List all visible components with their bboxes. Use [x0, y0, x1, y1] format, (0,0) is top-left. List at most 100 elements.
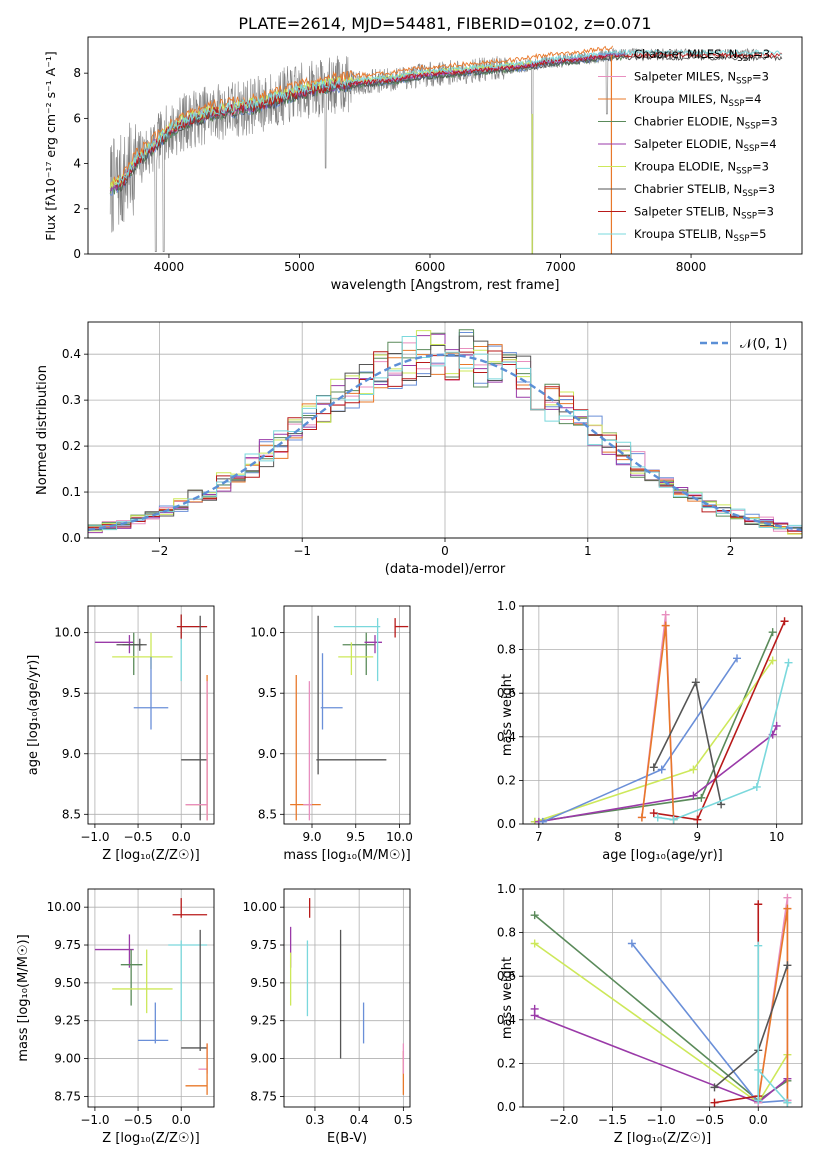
axes-root: 4000 5000 6000 7000 8000 0 2 4 6 8 wavelength [Ang…: [16, 36, 803, 1146]
x-tick-label: 6000: [415, 260, 446, 274]
x-tick-label: 9.5: [346, 830, 365, 844]
x-axis-label: mass [log₁₀(M/M☉)]: [283, 848, 410, 863]
y-tick-label: 0.2: [62, 439, 81, 453]
x-tick-label: 2: [727, 544, 735, 558]
y-tick-label: 9.25: [54, 1014, 81, 1028]
legend: 𝒩(0, 1): [700, 337, 787, 352]
legend-entry-text: Salpeter MILES, N: [634, 70, 736, 84]
legend-entry-text: Chabrier MILES, N: [634, 47, 737, 61]
y-tick-label: 8.5: [258, 807, 277, 821]
model-spectrum-kroupa-stelib: [116, 48, 783, 187]
plot-area: [94, 898, 208, 1095]
y-tick-label: 0.0: [497, 1100, 516, 1114]
data-point-salpeter-elodie: [94, 934, 134, 968]
weight-line-kroupa-stelib: [757, 945, 789, 1104]
y-axis-label: Normed distribution: [35, 365, 50, 495]
x-tick-label: 4000: [154, 260, 185, 274]
data-point-chabrier-elodie: [120, 949, 143, 1006]
x-tick-label: −2: [151, 544, 169, 558]
legend-entry-suffix: =3: [757, 205, 774, 219]
y-tick-label: 0: [73, 247, 81, 261]
axes-frame: 7 8 9 10 0.0 0.2 0.4 0.6 0.8 1.0 age [log₁₀(age/yr…: [497, 599, 803, 863]
data-point-kroupa-miles: [290, 675, 321, 821]
histogram-salpeter-stelib: [88, 350, 802, 532]
legend-entry-sub: SSP: [736, 167, 752, 177]
legend-entry: 𝒩(0, 1): [740, 337, 787, 352]
y-tick-label: 9.75: [54, 938, 81, 952]
y-tick-label: 9.0: [62, 747, 81, 761]
weight-line-kroupa-stelib: [657, 662, 790, 821]
axes-weight-vs-age: 7 8 9 10 0.0 0.2 0.4 0.6 0.8 1.0 age [log₁₀(age/yr…: [497, 599, 803, 863]
data-point-chabrier-miles: [320, 653, 343, 730]
data-point-salpeter-stelib: [394, 618, 409, 638]
y-axis-label: Flux [fλ10⁻¹⁷ erg cm⁻² s⁻¹ A⁻¹]: [43, 51, 58, 240]
weight-line-chabrier-stelib: [653, 679, 722, 805]
y-tick-label: 0.6: [497, 686, 516, 700]
data-point-salpeter-stelib: [172, 898, 208, 918]
histogram-kroupa-stelib: [88, 336, 802, 531]
axes-mass-vs-z: −1.0 −0.5 0.0 8.75 9.00 9.25 9.50 9.75 10.00 Z [l…: [16, 888, 215, 1146]
y-tick-label: 9.0: [258, 747, 277, 761]
y-tick-label: 10.0: [250, 626, 277, 640]
x-tick-label: −1.0: [80, 1113, 109, 1127]
data-point-kroupa-elodie: [338, 642, 374, 676]
legend-entry-suffix: =3: [752, 160, 769, 174]
plus-marker: [657, 765, 666, 774]
y-tick-label: 0.4: [497, 1013, 516, 1027]
plus-marker: [691, 678, 700, 687]
x-tick-label: −1.0: [80, 830, 109, 844]
legend-entry: Chabrier STELIB, NSSP=3: [634, 182, 775, 199]
plot-area: [290, 615, 409, 821]
axes-frame: −2.0 −1.5 −1.0 −0.5 0.0 0.0 0.2 0.4 0.6 0.8 1.0 Z […: [497, 882, 803, 1146]
axes-border: [87, 36, 803, 255]
legend-entry-suffix: =4: [744, 92, 761, 106]
legend-entry: Salpeter ELODIE, NSSP=4: [634, 137, 777, 154]
x-tick-label: 0.0: [749, 1113, 768, 1127]
plus-marker: [530, 1011, 539, 1020]
weight-line-kroupa-miles: [641, 625, 675, 820]
legend-entry-suffix: =5: [749, 227, 766, 241]
data-point-chabrier-stelib: [181, 615, 208, 821]
plus-marker: [710, 1083, 719, 1092]
axes-frame: 0.3 0.4 0.5 8.75 9.00 9.25 9.50 9.75 10.00 E(B-V): [243, 888, 413, 1146]
y-tick-label: 8.5: [62, 807, 81, 821]
plot-area: [530, 893, 792, 1107]
x-tick-label: 10: [769, 830, 784, 844]
plus-marker: [689, 791, 698, 800]
axes-border: [522, 888, 803, 1108]
x-tick-label: 9: [694, 830, 702, 844]
plus-marker: [754, 941, 763, 950]
data-point-kroupa-elodie: [112, 632, 173, 669]
legend-entry-suffix: =4: [760, 137, 777, 151]
y-tick-label: 10.0: [54, 626, 81, 640]
x-tick-label: −1.0: [646, 1113, 675, 1127]
legend-entry: Kroupa STELIB, NSSP=5: [634, 227, 766, 244]
x-tick-label: 0.0: [172, 830, 191, 844]
axes-age-vs-mass: 9.0 9.5 10.0 8.5 9.0 9.5 10.0 mass [log₁₀(M/M☉)…: [250, 605, 413, 863]
plus-marker: [783, 961, 792, 970]
y-tick-label: 9.50: [54, 976, 81, 990]
x-axis-label: Z [log₁₀(Z/Z☉)]: [102, 1131, 199, 1146]
model-spectrum-chabrier-stelib: [116, 54, 783, 192]
plus-marker: [754, 1096, 763, 1105]
y-tick-label: 0.3: [62, 393, 81, 407]
x-tick-label: −0.5: [123, 1113, 152, 1127]
axes-frame: −1.0 −0.5 0.0 8.5 9.0 9.5 10.0 Z [log₁₀(Z/Z☉)]: [54, 605, 215, 863]
y-tick-label: 10.00: [47, 900, 81, 914]
y-tick-label: 0.4: [497, 730, 516, 744]
y-tick-label: 10.00: [243, 900, 277, 914]
data-point-chabrier-stelib: [316, 615, 387, 775]
legend-entry-suffix: =3: [758, 182, 775, 196]
axes-frame: −1.0 −0.5 0.0 8.75 9.00 9.25 9.50 9.75 10.00 Z [l…: [47, 888, 215, 1146]
legend-entry-sub: SSP: [741, 212, 757, 222]
legend-entry-sub: SSP: [729, 99, 745, 109]
y-tick-label: 0.8: [497, 643, 516, 657]
axes-border: [522, 605, 803, 825]
y-tick-label: 1.0: [497, 882, 516, 896]
x-tick-label: 0.5: [394, 1113, 413, 1127]
plus-marker: [530, 939, 539, 948]
plus-marker: [784, 658, 793, 667]
x-tick-label: 5000: [284, 260, 315, 274]
x-tick-label: −1.5: [598, 1113, 627, 1127]
